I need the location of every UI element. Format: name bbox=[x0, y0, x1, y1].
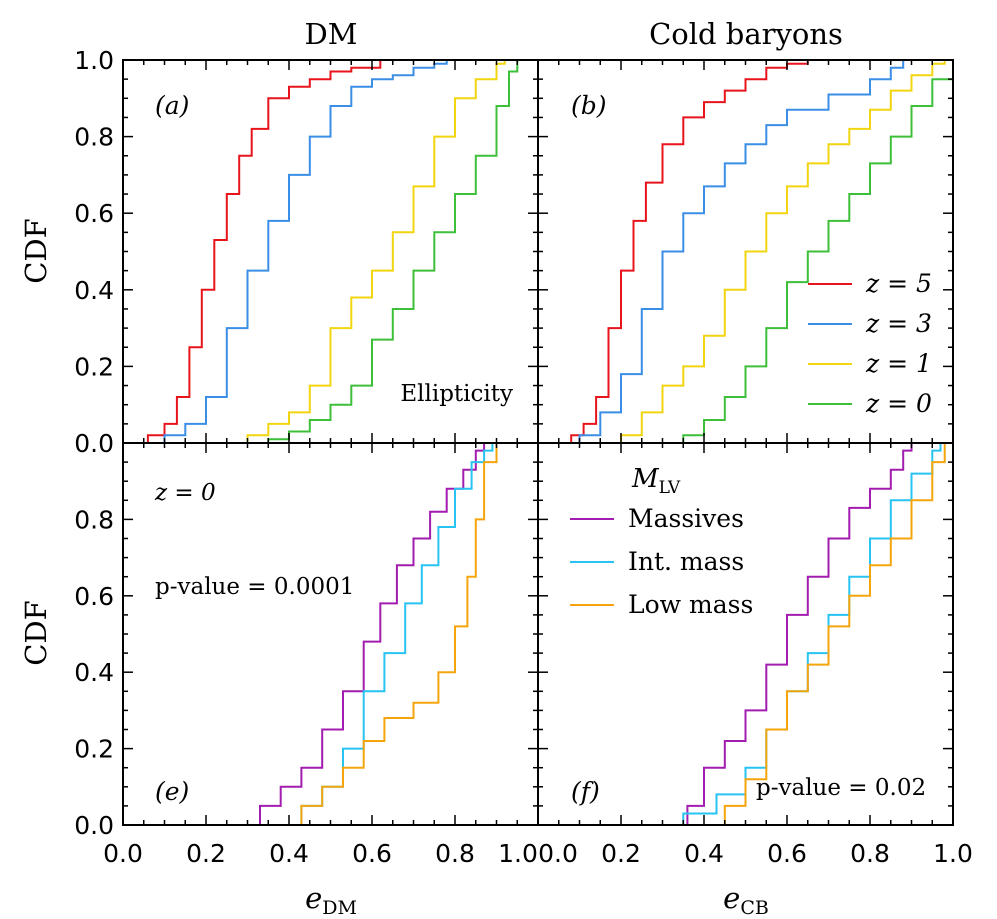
legend-text-z1: z = 1 bbox=[865, 349, 932, 378]
x-tick-label-left: 0.0 bbox=[103, 839, 143, 868]
panel-e bbox=[247, 443, 498, 826]
legend-text-int-mass: Int. mass bbox=[628, 547, 744, 576]
legend-text-z5: z = 5 bbox=[865, 269, 932, 298]
legend-mass: MLV Massives Int. mass Low mass bbox=[570, 464, 753, 619]
y-tick-label-bottom: 0.2 bbox=[74, 735, 114, 764]
legend-text-z0: z = 0 bbox=[865, 389, 932, 418]
y-tick-label-bottom: 0.4 bbox=[74, 658, 114, 687]
series-line-f-massives bbox=[675, 443, 913, 826]
y-tick-label-top: 0.8 bbox=[74, 123, 114, 152]
series-line-b-z-1 bbox=[600, 60, 946, 444]
y-tick-label-top: 0.6 bbox=[74, 199, 114, 228]
panel-b bbox=[558, 59, 954, 444]
x-tick-label-left: 0.2 bbox=[186, 839, 226, 868]
series-line-a-z-0 bbox=[247, 60, 519, 444]
legend-redshift: z = 5 z = 3 z = 1 z = 0 bbox=[808, 269, 932, 418]
y-tick-label-bottom: 0.0 bbox=[74, 811, 114, 840]
series-line-b-z-3 bbox=[558, 60, 905, 444]
panel-label-a: (a) bbox=[155, 91, 189, 120]
x-tick-label-right: 0.8 bbox=[850, 839, 890, 868]
panel-a bbox=[135, 59, 519, 444]
panel-label-f: (f) bbox=[571, 777, 600, 806]
x-tick-label-left: 1.0 bbox=[498, 839, 538, 868]
series-line-a-z-5 bbox=[135, 59, 393, 444]
x-tick-label-right: 1.0 bbox=[933, 839, 973, 868]
legend-text-z3: z = 3 bbox=[865, 309, 932, 338]
ellipticity-label: Ellipticity bbox=[400, 381, 513, 407]
col-title-cb: Cold baryons bbox=[649, 17, 843, 51]
series-line-a-z-3 bbox=[143, 60, 448, 444]
ylabel-bottom: CDF bbox=[19, 600, 53, 666]
x-tick-label-left: 0.6 bbox=[352, 839, 392, 868]
legend-mass-title: MLV bbox=[631, 464, 681, 498]
y-tick-label-top: 0.0 bbox=[74, 429, 114, 458]
x-tick-label-right: 0.4 bbox=[684, 839, 724, 868]
col-title-dm: DM bbox=[305, 17, 358, 51]
xlabel-dm: eDM bbox=[305, 881, 357, 919]
panel-label-b: (b) bbox=[571, 91, 607, 120]
legend-text-massives: Massives bbox=[628, 504, 744, 533]
series-line-b-z-0 bbox=[662, 60, 954, 444]
x-tick-label-left: 0.4 bbox=[269, 839, 309, 868]
x-tick-label-right: 0.0 bbox=[538, 839, 578, 868]
series-line-f-int-mass bbox=[641, 443, 942, 826]
ylabel-top: CDF bbox=[19, 218, 53, 284]
panel-f bbox=[641, 443, 946, 826]
y-tick-label-top: 1.0 bbox=[74, 46, 114, 75]
series-line-e-int-mass bbox=[260, 443, 494, 826]
pvalue-e: p-value = 0.0001 bbox=[155, 574, 354, 600]
axes-layer bbox=[122, 59, 954, 826]
z-zero-label: z = 0 bbox=[154, 480, 216, 506]
y-tick-label-top: 0.2 bbox=[74, 352, 114, 381]
series-line-e-massives bbox=[247, 443, 486, 826]
y-tick-label-bottom: 0.8 bbox=[74, 505, 114, 534]
x-tick-label-right: 0.2 bbox=[601, 839, 641, 868]
series-line-e-low-mass bbox=[247, 443, 498, 826]
legend-text-low-mass: Low mass bbox=[628, 590, 753, 619]
series-line-f-low-mass bbox=[683, 443, 946, 826]
y-tick-label-top: 0.4 bbox=[74, 276, 114, 305]
xlabel-cb: eCB bbox=[723, 881, 769, 919]
x-tick-label-left: 0.8 bbox=[435, 839, 475, 868]
y-tick-label-bottom: 0.6 bbox=[74, 582, 114, 611]
series-line-b-z-5 bbox=[558, 59, 821, 444]
pvalue-f: p-value = 0.02 bbox=[756, 775, 926, 801]
series-line-a-z-1 bbox=[206, 60, 506, 444]
panel-label-e: (e) bbox=[155, 777, 189, 806]
x-tick-label-right: 0.6 bbox=[767, 839, 807, 868]
